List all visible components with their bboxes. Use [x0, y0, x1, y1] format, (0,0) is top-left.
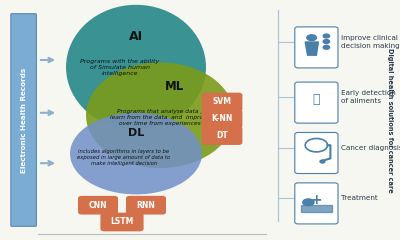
Text: LSTM: LSTM	[110, 217, 134, 227]
Text: Programs with the ability
of Simulate human
intelligence: Programs with the ability of Simulate hu…	[80, 59, 160, 76]
Ellipse shape	[66, 5, 206, 130]
FancyBboxPatch shape	[295, 82, 338, 123]
Circle shape	[323, 34, 330, 38]
Text: Early detection
of ailments: Early detection of ailments	[341, 90, 396, 104]
FancyBboxPatch shape	[295, 183, 338, 224]
FancyBboxPatch shape	[295, 132, 338, 174]
FancyBboxPatch shape	[78, 196, 118, 215]
Text: AI: AI	[129, 30, 143, 42]
Text: SVM: SVM	[212, 97, 232, 107]
Ellipse shape	[70, 113, 202, 194]
FancyBboxPatch shape	[126, 196, 166, 215]
Circle shape	[307, 35, 316, 41]
Text: DT: DT	[216, 131, 228, 140]
Text: Programs that analyse data ,
learn from the data  and  improve
over time from ex: Programs that analyse data , learn from …	[110, 109, 210, 126]
Text: 🔬: 🔬	[313, 93, 320, 106]
Circle shape	[320, 160, 325, 163]
FancyBboxPatch shape	[202, 126, 242, 145]
Text: Treatment: Treatment	[341, 195, 378, 201]
FancyBboxPatch shape	[202, 93, 242, 111]
Circle shape	[323, 40, 330, 43]
Text: RNN: RNN	[136, 201, 156, 210]
FancyBboxPatch shape	[295, 27, 338, 68]
Circle shape	[303, 199, 314, 206]
Text: CNN: CNN	[89, 201, 107, 210]
Text: K-NN: K-NN	[211, 114, 233, 123]
Text: DL: DL	[128, 128, 144, 138]
FancyBboxPatch shape	[100, 213, 144, 231]
FancyBboxPatch shape	[11, 14, 36, 226]
Text: Digital health solutions for cancer care: Digital health solutions for cancer care	[387, 48, 393, 192]
Polygon shape	[305, 42, 318, 55]
FancyBboxPatch shape	[202, 109, 242, 128]
Text: ML: ML	[164, 80, 184, 93]
Ellipse shape	[86, 62, 234, 168]
Text: Electronic Health Records: Electronic Health Records	[20, 67, 26, 173]
Text: +: +	[310, 193, 322, 207]
Polygon shape	[301, 205, 332, 212]
Text: Cancer diagnosis: Cancer diagnosis	[341, 144, 400, 151]
Text: includes algorithms in layers to be
exposed in large amount of data to
make inte: includes algorithms in layers to be expo…	[78, 149, 170, 166]
Text: Improve clinical
decision making: Improve clinical decision making	[341, 35, 400, 49]
Circle shape	[323, 45, 330, 49]
